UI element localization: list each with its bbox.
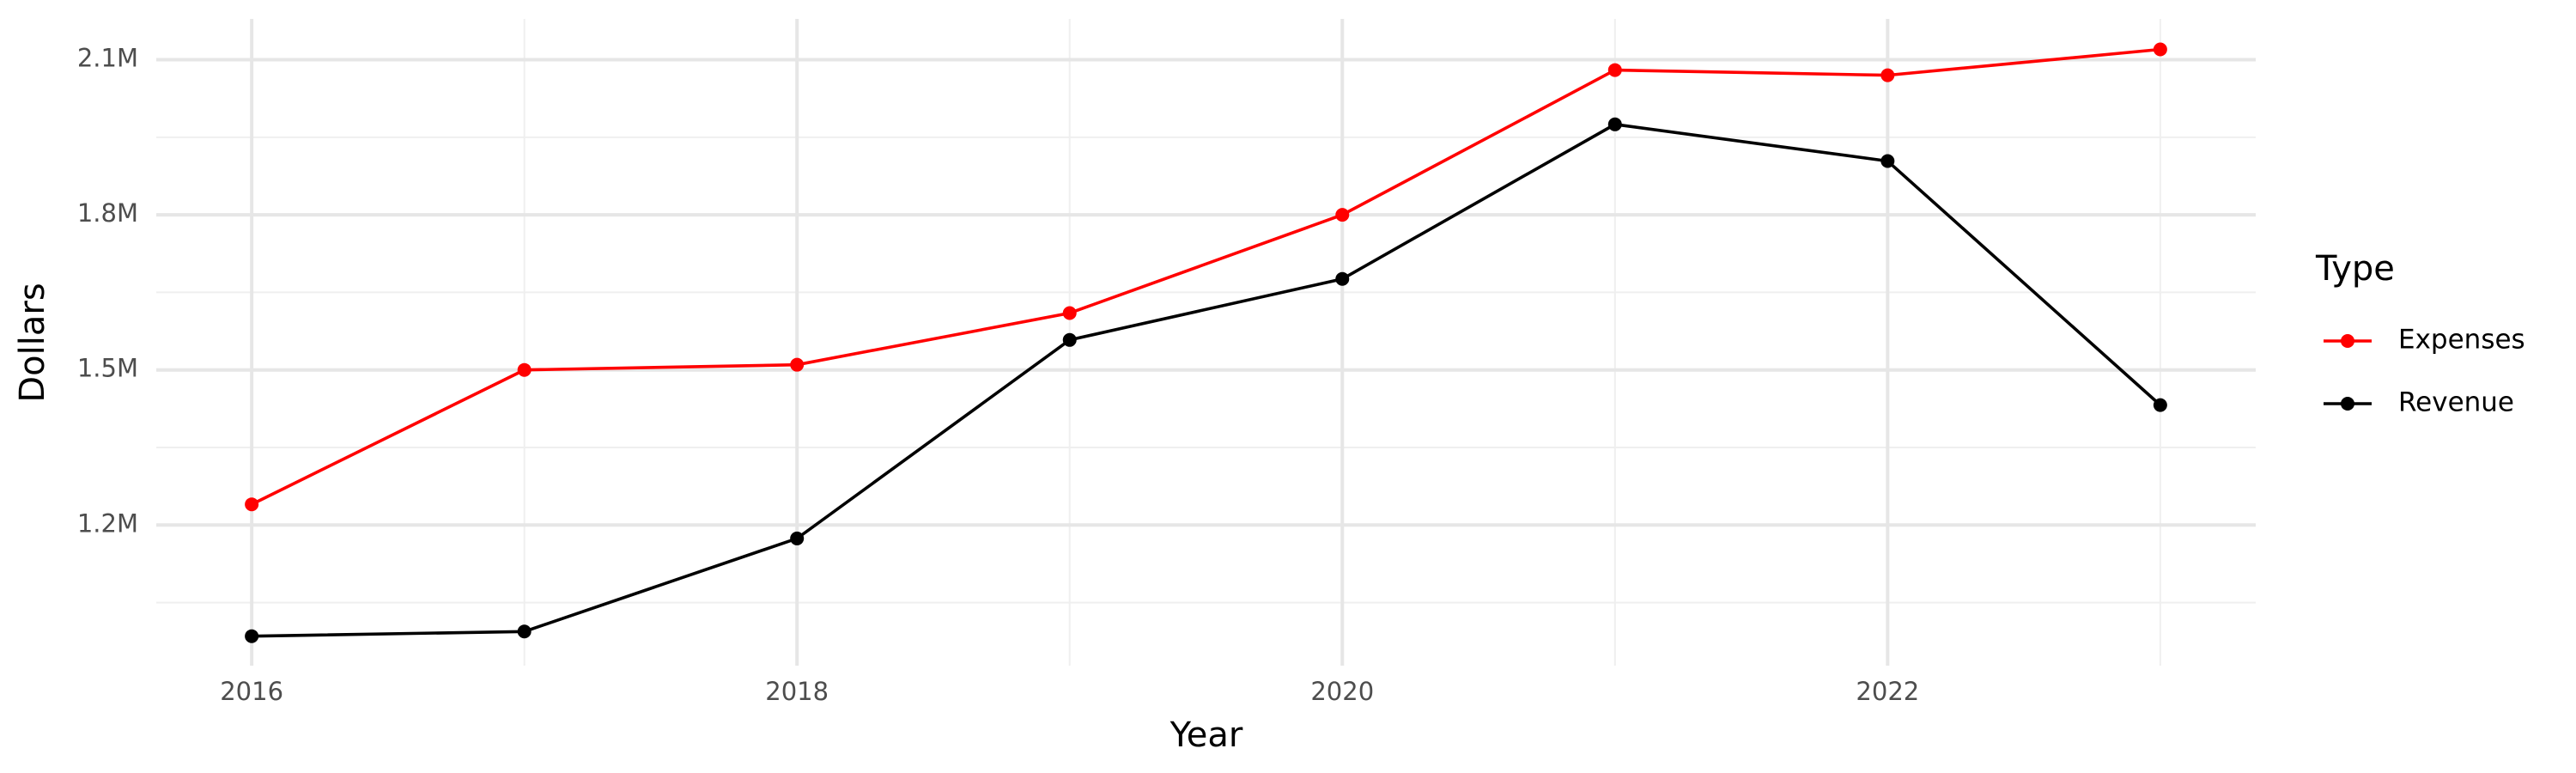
x-tick-label: 2020 — [1310, 677, 1374, 706]
data-point — [1335, 208, 1350, 222]
data-point — [1335, 271, 1350, 286]
data-point — [1607, 63, 1622, 77]
y-tick-label: 1.8M — [77, 198, 138, 228]
y-tick-label: 1.5M — [77, 354, 138, 383]
data-point — [2153, 42, 2167, 57]
legend-marker — [2341, 397, 2354, 411]
x-tick-label: 2022 — [1856, 677, 1919, 706]
x-tick-label: 2018 — [765, 677, 829, 706]
series-line — [251, 47, 2161, 506]
legend-title: Type — [2315, 249, 2395, 289]
y-tick-label: 1.2M — [77, 508, 138, 538]
y-tick-label: 2.1M — [77, 44, 138, 73]
x-axis-title: Year — [1170, 715, 1243, 755]
legend-label: Revenue — [2398, 387, 2514, 418]
data-point — [245, 629, 259, 643]
data-point — [517, 362, 532, 377]
data-point — [517, 624, 532, 639]
data-point — [245, 497, 259, 512]
legend-label: Expenses — [2398, 325, 2525, 356]
data-point — [790, 531, 805, 545]
data-point — [2153, 398, 2167, 412]
data-point — [1062, 306, 1077, 320]
data-point — [1880, 154, 1895, 168]
series-line — [252, 122, 2162, 638]
data-point — [790, 357, 805, 372]
data-point — [1607, 117, 1622, 131]
data-point — [1880, 68, 1895, 82]
legend-marker — [2341, 334, 2354, 348]
y-axis-title: Dollars — [13, 283, 52, 402]
data-point — [1062, 332, 1077, 347]
x-tick-label: 2016 — [220, 677, 283, 706]
